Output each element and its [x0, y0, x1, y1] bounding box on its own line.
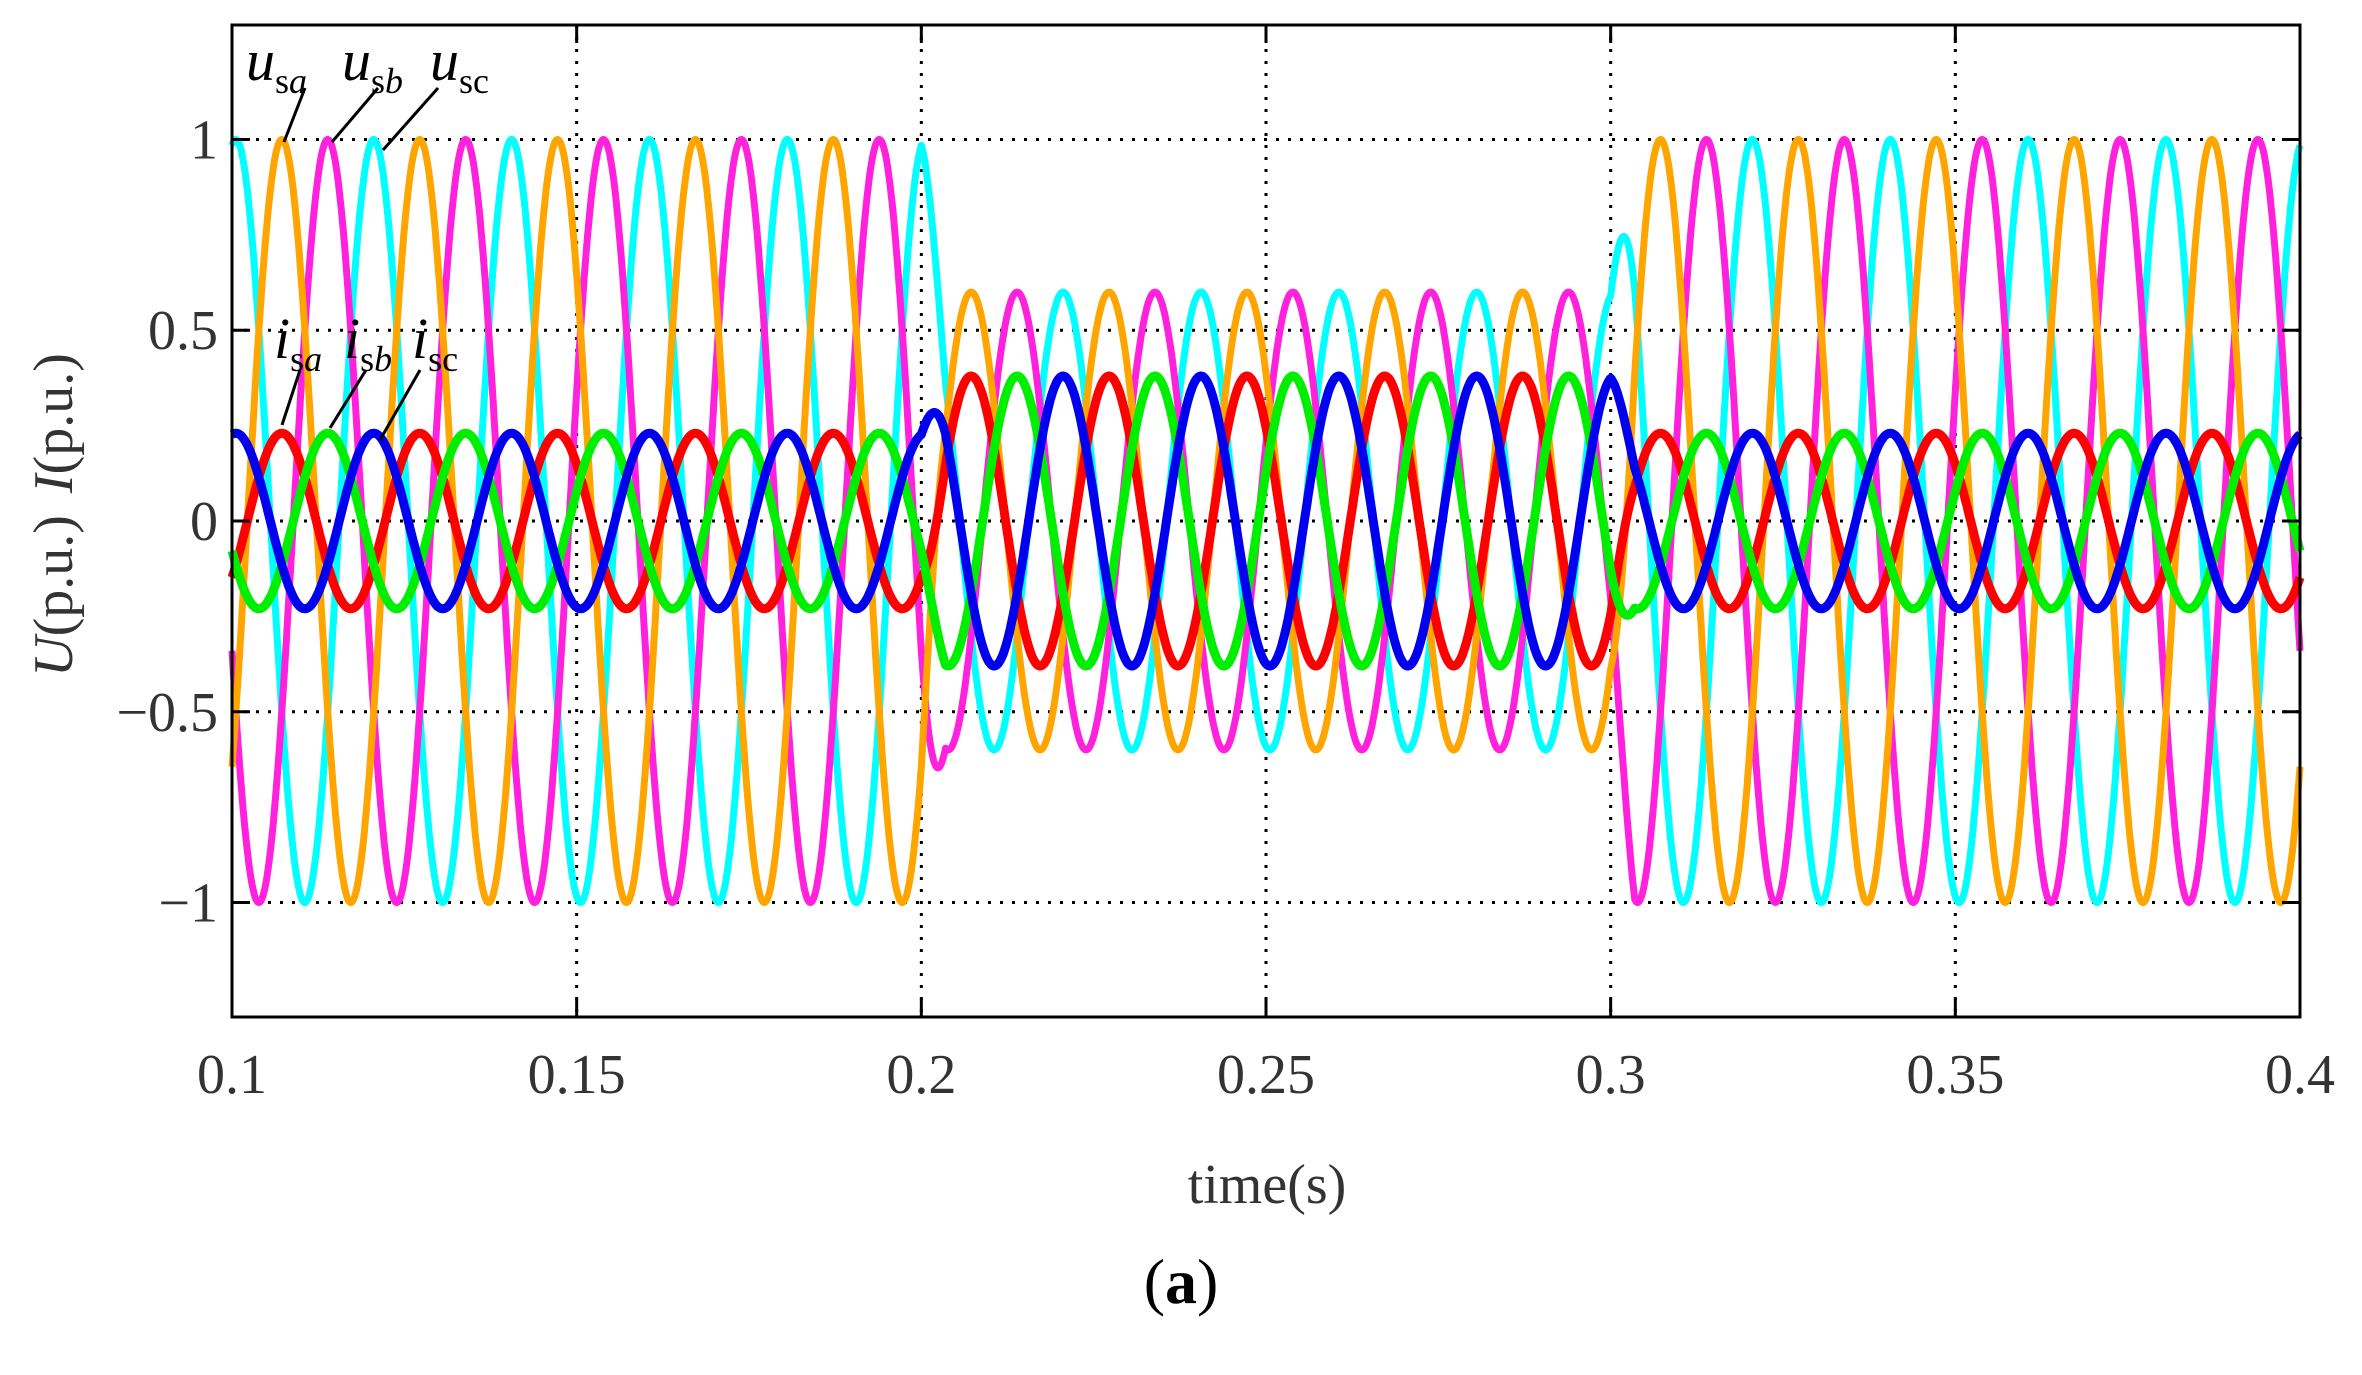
label-usc: usc — [430, 28, 489, 101]
x-tick-label: 0.4 — [2265, 1044, 2335, 1106]
label-isb: isb — [344, 306, 392, 379]
y-label-i: I — [23, 472, 85, 494]
x-tick-label: 0.1 — [197, 1044, 267, 1106]
tick-labels: 0.1 0.15 0.2 0.25 0.3 0.35 0.4 −1 −0.5 0 0.5 1 — [116, 109, 2335, 1106]
x-axis-label: time(s) — [1188, 1154, 1347, 1216]
x-tick-label: 0.35 — [1906, 1044, 2004, 1106]
y-tick-label: 1 — [190, 109, 218, 171]
tick-marks — [230, 25, 2302, 1017]
x-tick-label: 0.15 — [528, 1044, 626, 1106]
leader-isb — [328, 369, 368, 429]
series-isa-line — [227, 371, 2305, 671]
y-label-u: U — [23, 633, 85, 677]
series-usa-line — [228, 136, 2304, 906]
leader-usa — [282, 87, 307, 143]
series-annotations: usa usb usc isa isb isc — [246, 28, 489, 441]
leader-usb — [330, 87, 380, 143]
series-group — [227, 136, 2305, 906]
label-usb: usb — [342, 28, 403, 101]
figure-caption: (a) — [0, 1245, 2362, 1319]
leader-usc — [381, 87, 440, 151]
series-isb-line — [227, 371, 2305, 671]
x-tick-label: 0.3 — [1576, 1044, 1646, 1106]
leader-isc — [378, 369, 422, 441]
series-isc-line — [228, 371, 2304, 671]
y-tick-label: 0.5 — [148, 300, 218, 362]
label-usa: usa — [246, 28, 307, 101]
label-isa: isa — [274, 306, 322, 379]
plot-frame — [230, 23, 2302, 1019]
label-isc: isc — [412, 306, 458, 379]
caption-letter: a — [1165, 1246, 1197, 1317]
x-tick-label: 0.25 — [1217, 1044, 1315, 1106]
leader-isa — [280, 369, 302, 426]
grid-lines — [232, 25, 2300, 1017]
caption-close: ) — [1197, 1246, 1219, 1317]
y-label-i-unit: (p.u.) — [23, 353, 85, 474]
y-tick-label: −0.5 — [116, 682, 218, 744]
series-usc-line — [228, 136, 2304, 906]
y-tick-label: −1 — [158, 873, 218, 935]
x-tick-label: 0.2 — [886, 1044, 956, 1106]
y-axis-label: U(p.u.)I(p.u.) — [23, 353, 85, 677]
caption-open: ( — [1143, 1246, 1165, 1317]
y-tick-label: 0 — [190, 491, 218, 553]
y-label-u-unit: (p.u.) — [23, 515, 85, 636]
